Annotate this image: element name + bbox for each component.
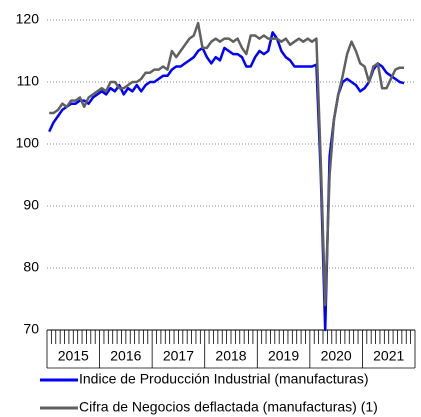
- legend-label: Cifra de Negocios deflactada (manufactur…: [79, 399, 378, 415]
- x-tick-label: 2018: [215, 348, 246, 364]
- y-tick-label: 70: [23, 321, 39, 337]
- series-line: [48, 31, 405, 332]
- y-tick-label: 110: [17, 73, 40, 89]
- x-tick-label: 2019: [268, 348, 299, 364]
- x-tick-label: 2016: [110, 348, 141, 364]
- x-tick-label: 2017: [163, 348, 194, 364]
- y-tick-label: 90: [23, 197, 39, 213]
- x-tick-label: 2020: [321, 348, 352, 364]
- legend-label: Indice de Producción Industrial (manufac…: [79, 371, 368, 387]
- y-tick-label: 100: [16, 135, 40, 151]
- y-tick-label: 80: [23, 259, 39, 275]
- x-tick-label: 2021: [373, 348, 404, 364]
- x-tick-label: 2015: [58, 348, 89, 364]
- series-line: [49, 21, 404, 307]
- y-tick-label: 120: [16, 11, 40, 27]
